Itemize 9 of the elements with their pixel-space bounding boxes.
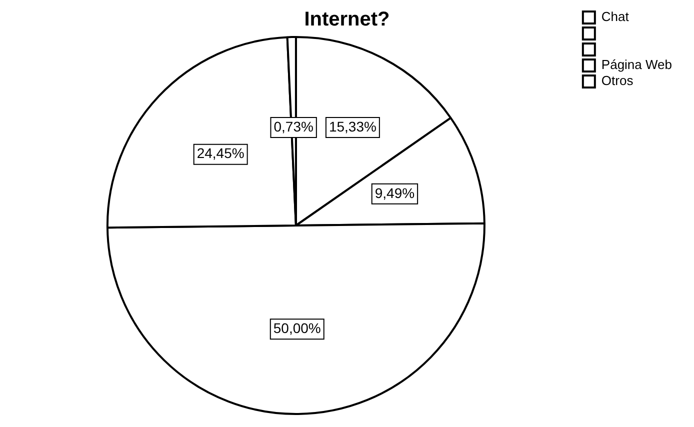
chart-title: Internet? xyxy=(304,8,390,31)
data-label: 50,00% xyxy=(273,320,321,336)
legend-label: Chat xyxy=(601,9,630,24)
data-label: 0,73% xyxy=(274,118,314,134)
legend-label: Página Web xyxy=(601,57,672,72)
data-label: 24,45% xyxy=(196,145,244,162)
legend-label: Otros xyxy=(601,73,634,88)
data-label: 15,33% xyxy=(328,118,376,134)
data-label: 9,49% xyxy=(374,184,415,201)
